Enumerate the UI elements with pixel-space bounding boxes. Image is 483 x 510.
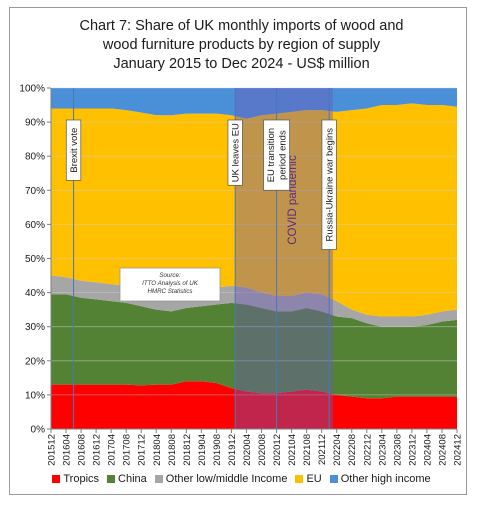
source-note-box (119, 267, 221, 302)
y-tick-label: 60% (25, 220, 45, 231)
legend-label: China (118, 473, 147, 485)
annotation-overlay: COVID pandemic Source:ITTO Analysis of UK… (65, 88, 337, 429)
y-axis: 0% 10% 20% 30% 40% 50% 60% 70% 80% 90% 100% (19, 84, 52, 436)
legend-item: Tropics (52, 473, 99, 485)
x-tick-label: 201512 (47, 434, 58, 466)
annotation-label: Russia-Ukraine war begins (324, 128, 335, 242)
x-tick-label: 201904 (197, 434, 208, 466)
legend-item: Other low/middle Income (154, 473, 288, 485)
area-series-2 (51, 275, 457, 327)
area-series-4 (51, 88, 457, 119)
x-tick-label: 201808 (167, 434, 178, 466)
x-tick-label: 202104 (287, 434, 298, 466)
source-note-line: ITTO Analysis of UK (142, 280, 199, 287)
annotation-label: UK leaves EU (230, 123, 241, 182)
legend-swatch (107, 475, 116, 483)
x-tick-label: 202404 (422, 434, 433, 466)
x-tick-label: 201604 (62, 434, 73, 466)
x-tick-label: 202204 (332, 434, 343, 466)
gridlines (51, 87, 457, 396)
x-tick-label: 201712 (137, 434, 148, 466)
x-tick-label: 202412 (453, 434, 464, 466)
chart-title-line-1: Chart 7: Share of UK monthly imports of … (79, 18, 404, 34)
x-tick-label: 201608 (77, 434, 88, 466)
y-tick-label: 30% (25, 322, 45, 333)
x-tick-label: 202012 (272, 434, 283, 466)
legend-swatch (154, 475, 163, 483)
legend-swatch (52, 475, 61, 483)
legend-item: China (107, 473, 147, 485)
covid-label: COVID pandemic (287, 155, 299, 245)
x-tick-label: 201912 (227, 434, 238, 466)
chart-title-line-2: wood furniture products by region of sup… (102, 37, 381, 53)
source-note-line: HMRC Statistics (147, 288, 192, 295)
x-tick-label: 202208 (347, 434, 358, 466)
annotation-label: EU transition (266, 128, 277, 182)
annotation-box (263, 119, 290, 191)
y-tick-label: 80% (25, 152, 45, 163)
x-tick-label: 202004 (242, 434, 253, 466)
legend-item: EU (295, 473, 322, 485)
x-axis: 201512 201604 201608 201612 201704 201708 2017… (47, 428, 464, 466)
legend-label: Other low/middle Income (165, 473, 288, 485)
x-tick-label: 202108 (302, 434, 313, 466)
x-tick-label: 202212 (362, 434, 373, 466)
x-tick-label: 202112 (317, 434, 328, 465)
y-tick-label: 20% (25, 356, 45, 367)
annotation-box (65, 119, 82, 181)
x-tick-label: 202304 (377, 434, 388, 466)
x-tick-label: 202008 (257, 434, 268, 466)
y-tick-label: 70% (25, 186, 45, 197)
y-tick-label: 90% (25, 118, 45, 129)
y-tick-label: 0% (31, 425, 46, 436)
legend-label: Other high income (340, 473, 431, 485)
x-tick-label: 201708 (122, 434, 133, 466)
annotation-label: period ends (278, 130, 289, 180)
series-areas (51, 88, 457, 429)
legend: Tropics China Other low/middle Income EU Oth… (0, 473, 483, 485)
x-tick-label: 201612 (92, 434, 103, 466)
x-tick-label: 202308 (392, 434, 403, 466)
x-tick-label: 201812 (182, 434, 193, 466)
annotation-label: Brexit vote (69, 128, 80, 173)
area-series-0 (51, 381, 457, 429)
x-tick-label: 201908 (212, 434, 223, 466)
legend-swatch (295, 475, 304, 483)
x-tick-label: 202312 (407, 434, 418, 466)
annotation-box (227, 119, 243, 186)
area-series-3 (51, 103, 457, 317)
y-tick-label: 40% (25, 288, 45, 299)
legend-swatch (329, 475, 338, 483)
chart-title-line-3: January 2015 to Dec 2024 - US$ million (113, 56, 370, 72)
y-tick-label: 50% (25, 254, 45, 265)
x-tick-label: 202408 (437, 434, 448, 466)
x-tick-label: 201804 (152, 434, 163, 466)
source-note-line: Source: (159, 272, 181, 279)
legend-label: Tropics (63, 473, 100, 485)
annotation-box (321, 119, 337, 250)
y-tick-label: 100% (19, 84, 45, 95)
area-series-1 (51, 294, 457, 399)
x-tick-label: 201704 (107, 434, 118, 466)
y-tick-label: 10% (25, 390, 45, 401)
legend-label: EU (306, 473, 322, 485)
legend-item: Other high income (329, 473, 431, 485)
